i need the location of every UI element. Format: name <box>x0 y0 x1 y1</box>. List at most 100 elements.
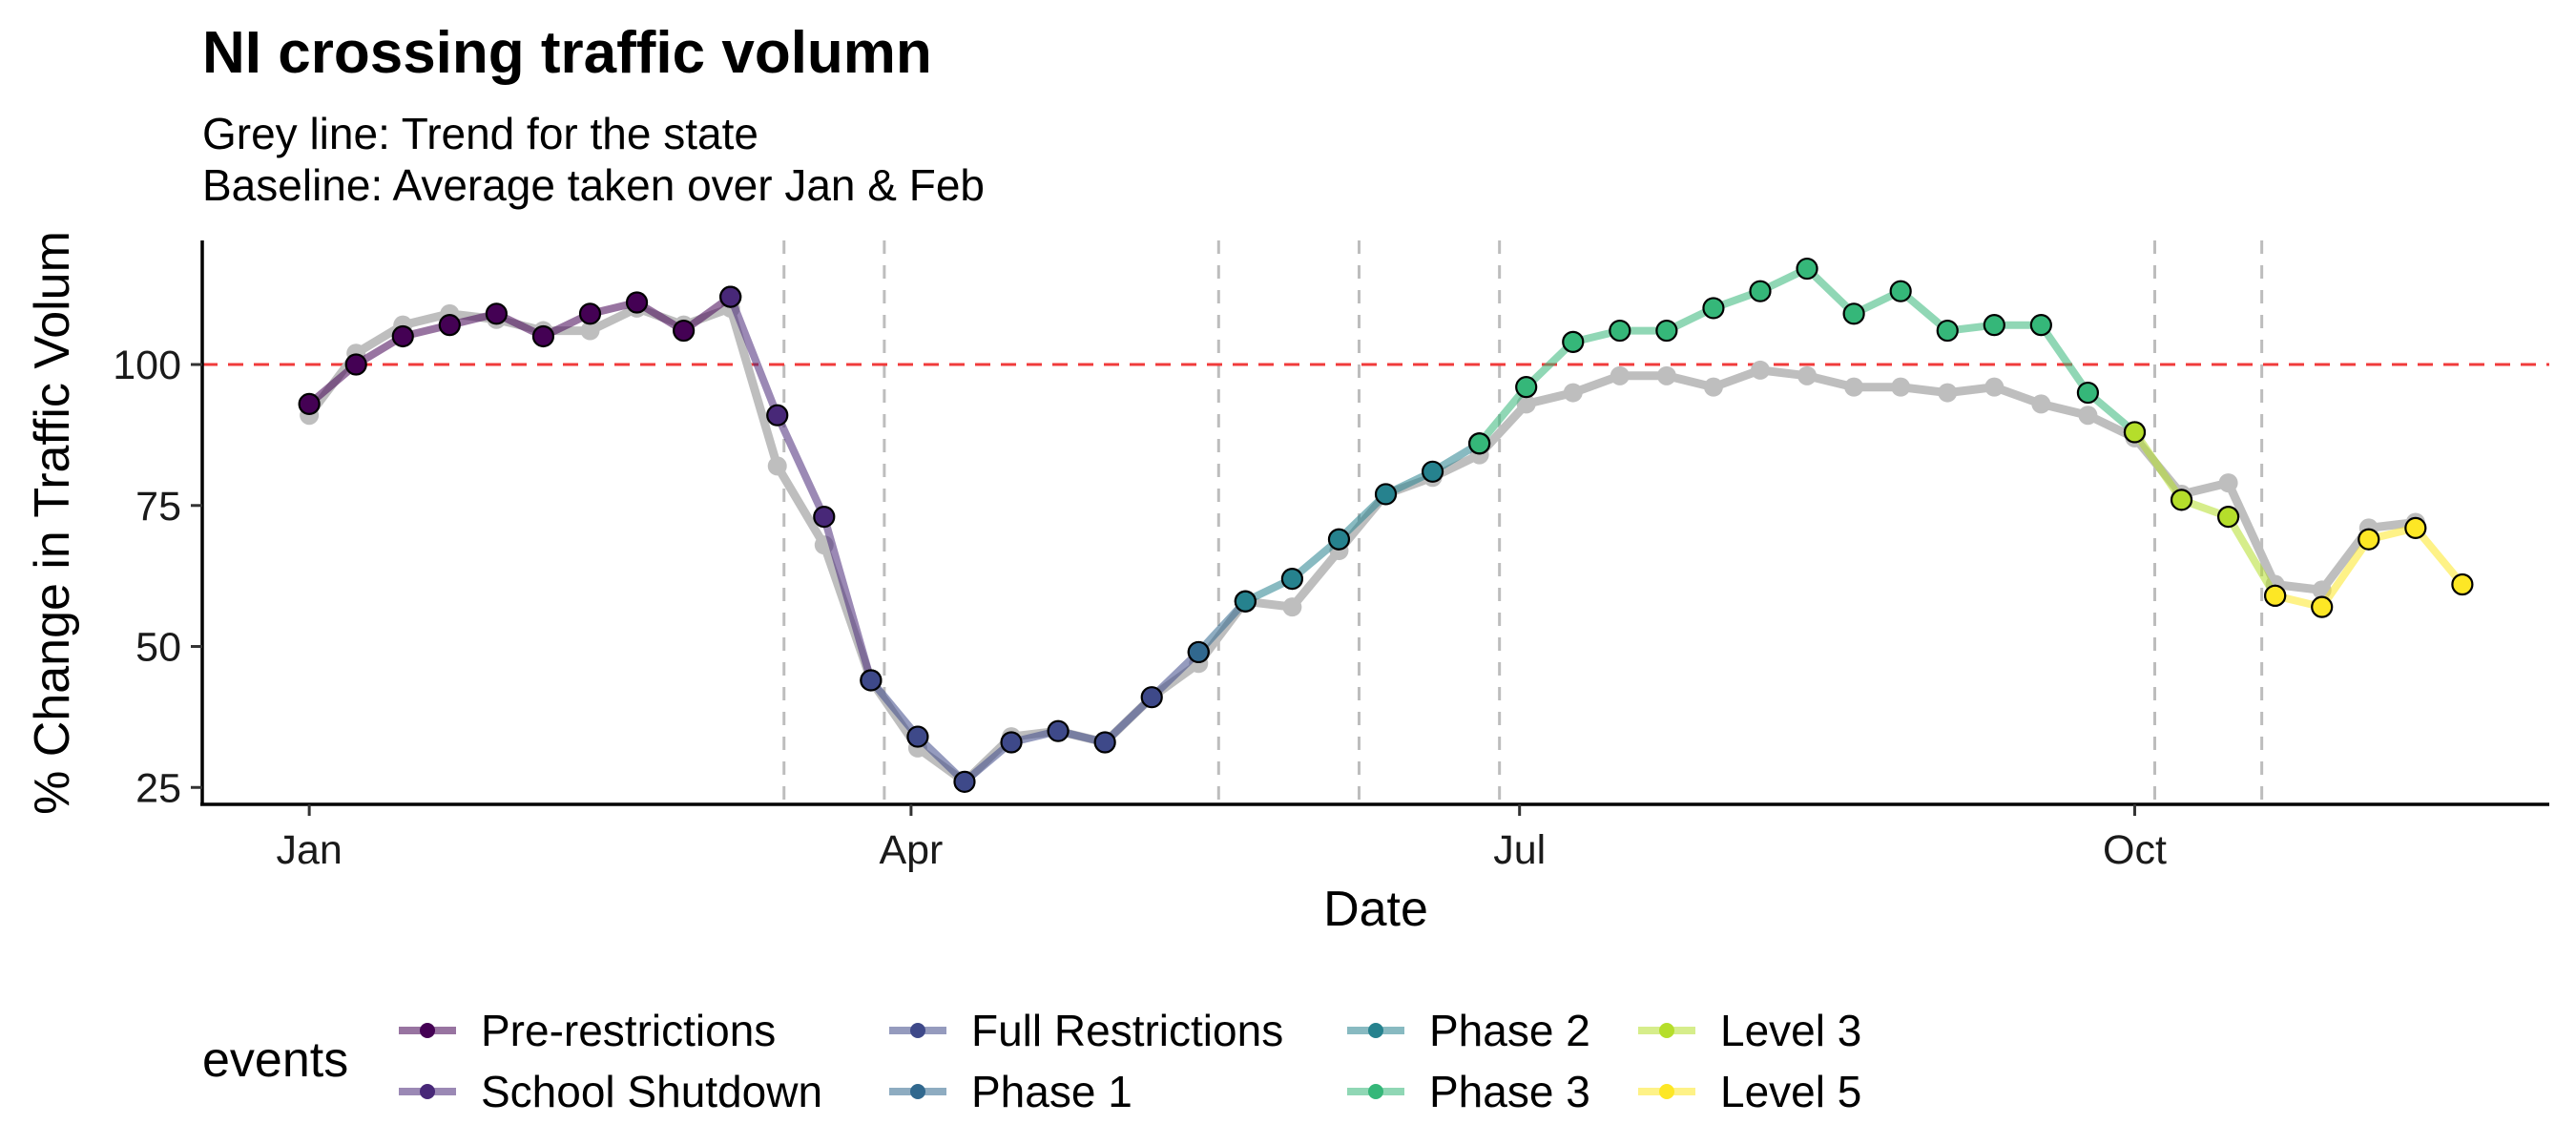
series-line-2 <box>866 648 1203 786</box>
legend-title: events <box>202 1032 348 1088</box>
x-tick-label: Jul <box>1493 827 1546 873</box>
series-point-4 <box>1374 483 1398 506</box>
series-point-3 <box>1187 640 1210 664</box>
series-point-2 <box>953 770 976 793</box>
series-point-6 <box>2170 489 2193 511</box>
x-axis-title: Date <box>1323 882 1428 937</box>
x-axis-ticks: Jan Apr Jul Oct <box>276 804 2167 873</box>
series-point-4 <box>1280 567 1303 591</box>
series-line-6 <box>2130 427 2279 600</box>
series-point-5 <box>1889 280 1912 302</box>
series-point-5 <box>1468 432 1491 455</box>
state-trend-point <box>1844 377 1864 397</box>
state-trend-point <box>1516 394 1536 414</box>
series-line-3 <box>1195 597 1250 656</box>
series-point-6 <box>2216 505 2240 529</box>
series-point-0 <box>673 319 696 343</box>
legend-key-point-0 <box>420 1023 435 1038</box>
series-point-7 <box>2358 528 2380 551</box>
series-point-5 <box>1655 319 1678 343</box>
series-point-5 <box>1515 376 1538 399</box>
state-trend-line <box>304 303 2420 786</box>
legend-key-point-3 <box>910 1084 925 1099</box>
legend-key-point-5 <box>1368 1084 1383 1099</box>
y-axis-ticks: 25 50 75 100 <box>113 343 202 811</box>
legend-label-1: School Shutdown <box>481 1067 822 1116</box>
series-point-5 <box>1609 319 1631 343</box>
series-point-4 <box>1421 460 1444 483</box>
series-point-0 <box>531 324 555 348</box>
series-point-5 <box>2029 314 2052 337</box>
series-point-0 <box>438 314 461 337</box>
state-trend-point <box>580 321 600 341</box>
state-trend-point <box>1282 597 1302 617</box>
series-point-0 <box>344 353 367 376</box>
series-point-2 <box>1000 731 1023 754</box>
legend-label-0: Pre-restrictions <box>481 1006 776 1055</box>
legend-key-point-6 <box>1659 1023 1674 1038</box>
series-line-5 <box>1475 264 2139 448</box>
state-trend-point <box>1563 383 1583 403</box>
plot-area <box>202 240 2549 804</box>
series-point-4 <box>1234 590 1257 613</box>
series-point-7 <box>2264 584 2287 607</box>
series-point-6 <box>2123 421 2147 444</box>
series-point-5 <box>1936 319 1959 343</box>
series-line-1 <box>726 293 875 684</box>
state-trend-point <box>2218 473 2238 493</box>
legend-label-7: Level 5 <box>1720 1067 1861 1116</box>
series-point-0 <box>578 302 602 325</box>
series-point-0 <box>391 324 414 348</box>
state-trend-point <box>2078 406 2098 426</box>
legend-key-point-1 <box>420 1084 435 1099</box>
state-trend-point <box>1797 365 1818 385</box>
series-point-7 <box>2404 516 2427 540</box>
x-tick-label: Oct <box>2103 827 2167 873</box>
chart-title: NI crossing traffic volumn <box>202 20 932 86</box>
legend-label-5: Phase 3 <box>1429 1067 1590 1116</box>
series-point-2 <box>1093 731 1116 754</box>
y-tick-label: 100 <box>113 343 181 388</box>
series-point-5 <box>1702 297 1725 320</box>
state-trend-point <box>767 456 787 476</box>
y-tick-label: 25 <box>135 765 181 811</box>
series-point-1 <box>766 404 789 427</box>
series-point-5 <box>2076 381 2100 405</box>
series-point-1 <box>813 505 836 529</box>
state-trend-point <box>1656 365 1676 385</box>
chart-subtitle-line-2: Baseline: Average taken over Jan & Feb <box>202 160 985 210</box>
state-trend-point <box>1891 377 1911 397</box>
series-point-0 <box>625 291 649 314</box>
state-trend-point <box>1703 377 1723 397</box>
series-line-0 <box>305 293 735 408</box>
legend-key-point-4 <box>1368 1023 1383 1038</box>
legend-label-2: Full Restrictions <box>971 1006 1283 1055</box>
y-tick-label: 75 <box>135 484 181 530</box>
legend: Pre-restrictions School Shutdown Full Rest… <box>399 1006 1861 1116</box>
legend-label-4: Phase 2 <box>1429 1006 1590 1055</box>
series-point-7 <box>2311 595 2334 618</box>
state-trend-point <box>1750 360 1770 380</box>
legend-key-point-2 <box>910 1023 925 1038</box>
series-point-0 <box>298 392 321 415</box>
legend-key-point-7 <box>1659 1084 1674 1099</box>
x-tick-label: Jan <box>276 827 342 873</box>
series-point-5 <box>1796 257 1818 281</box>
series-point-5 <box>1983 314 2005 337</box>
series-point-5 <box>1842 302 1865 325</box>
series-point-5 <box>1749 280 1772 302</box>
state-trend-point <box>1938 383 1958 403</box>
series-point-5 <box>1562 330 1585 353</box>
series-point-7 <box>2451 572 2474 596</box>
series-point-2 <box>906 725 929 748</box>
state-trend-point <box>1610 365 1630 385</box>
y-axis-title: % Change in Traffic Volum <box>25 231 80 815</box>
x-tick-label: Apr <box>879 827 943 873</box>
series-point-2 <box>860 669 883 692</box>
state-trend-point <box>1984 377 2005 397</box>
series-point-0 <box>485 302 508 325</box>
series-point-2 <box>1140 686 1163 709</box>
series-point-1 <box>719 285 742 308</box>
series-point-4 <box>1327 528 1351 551</box>
